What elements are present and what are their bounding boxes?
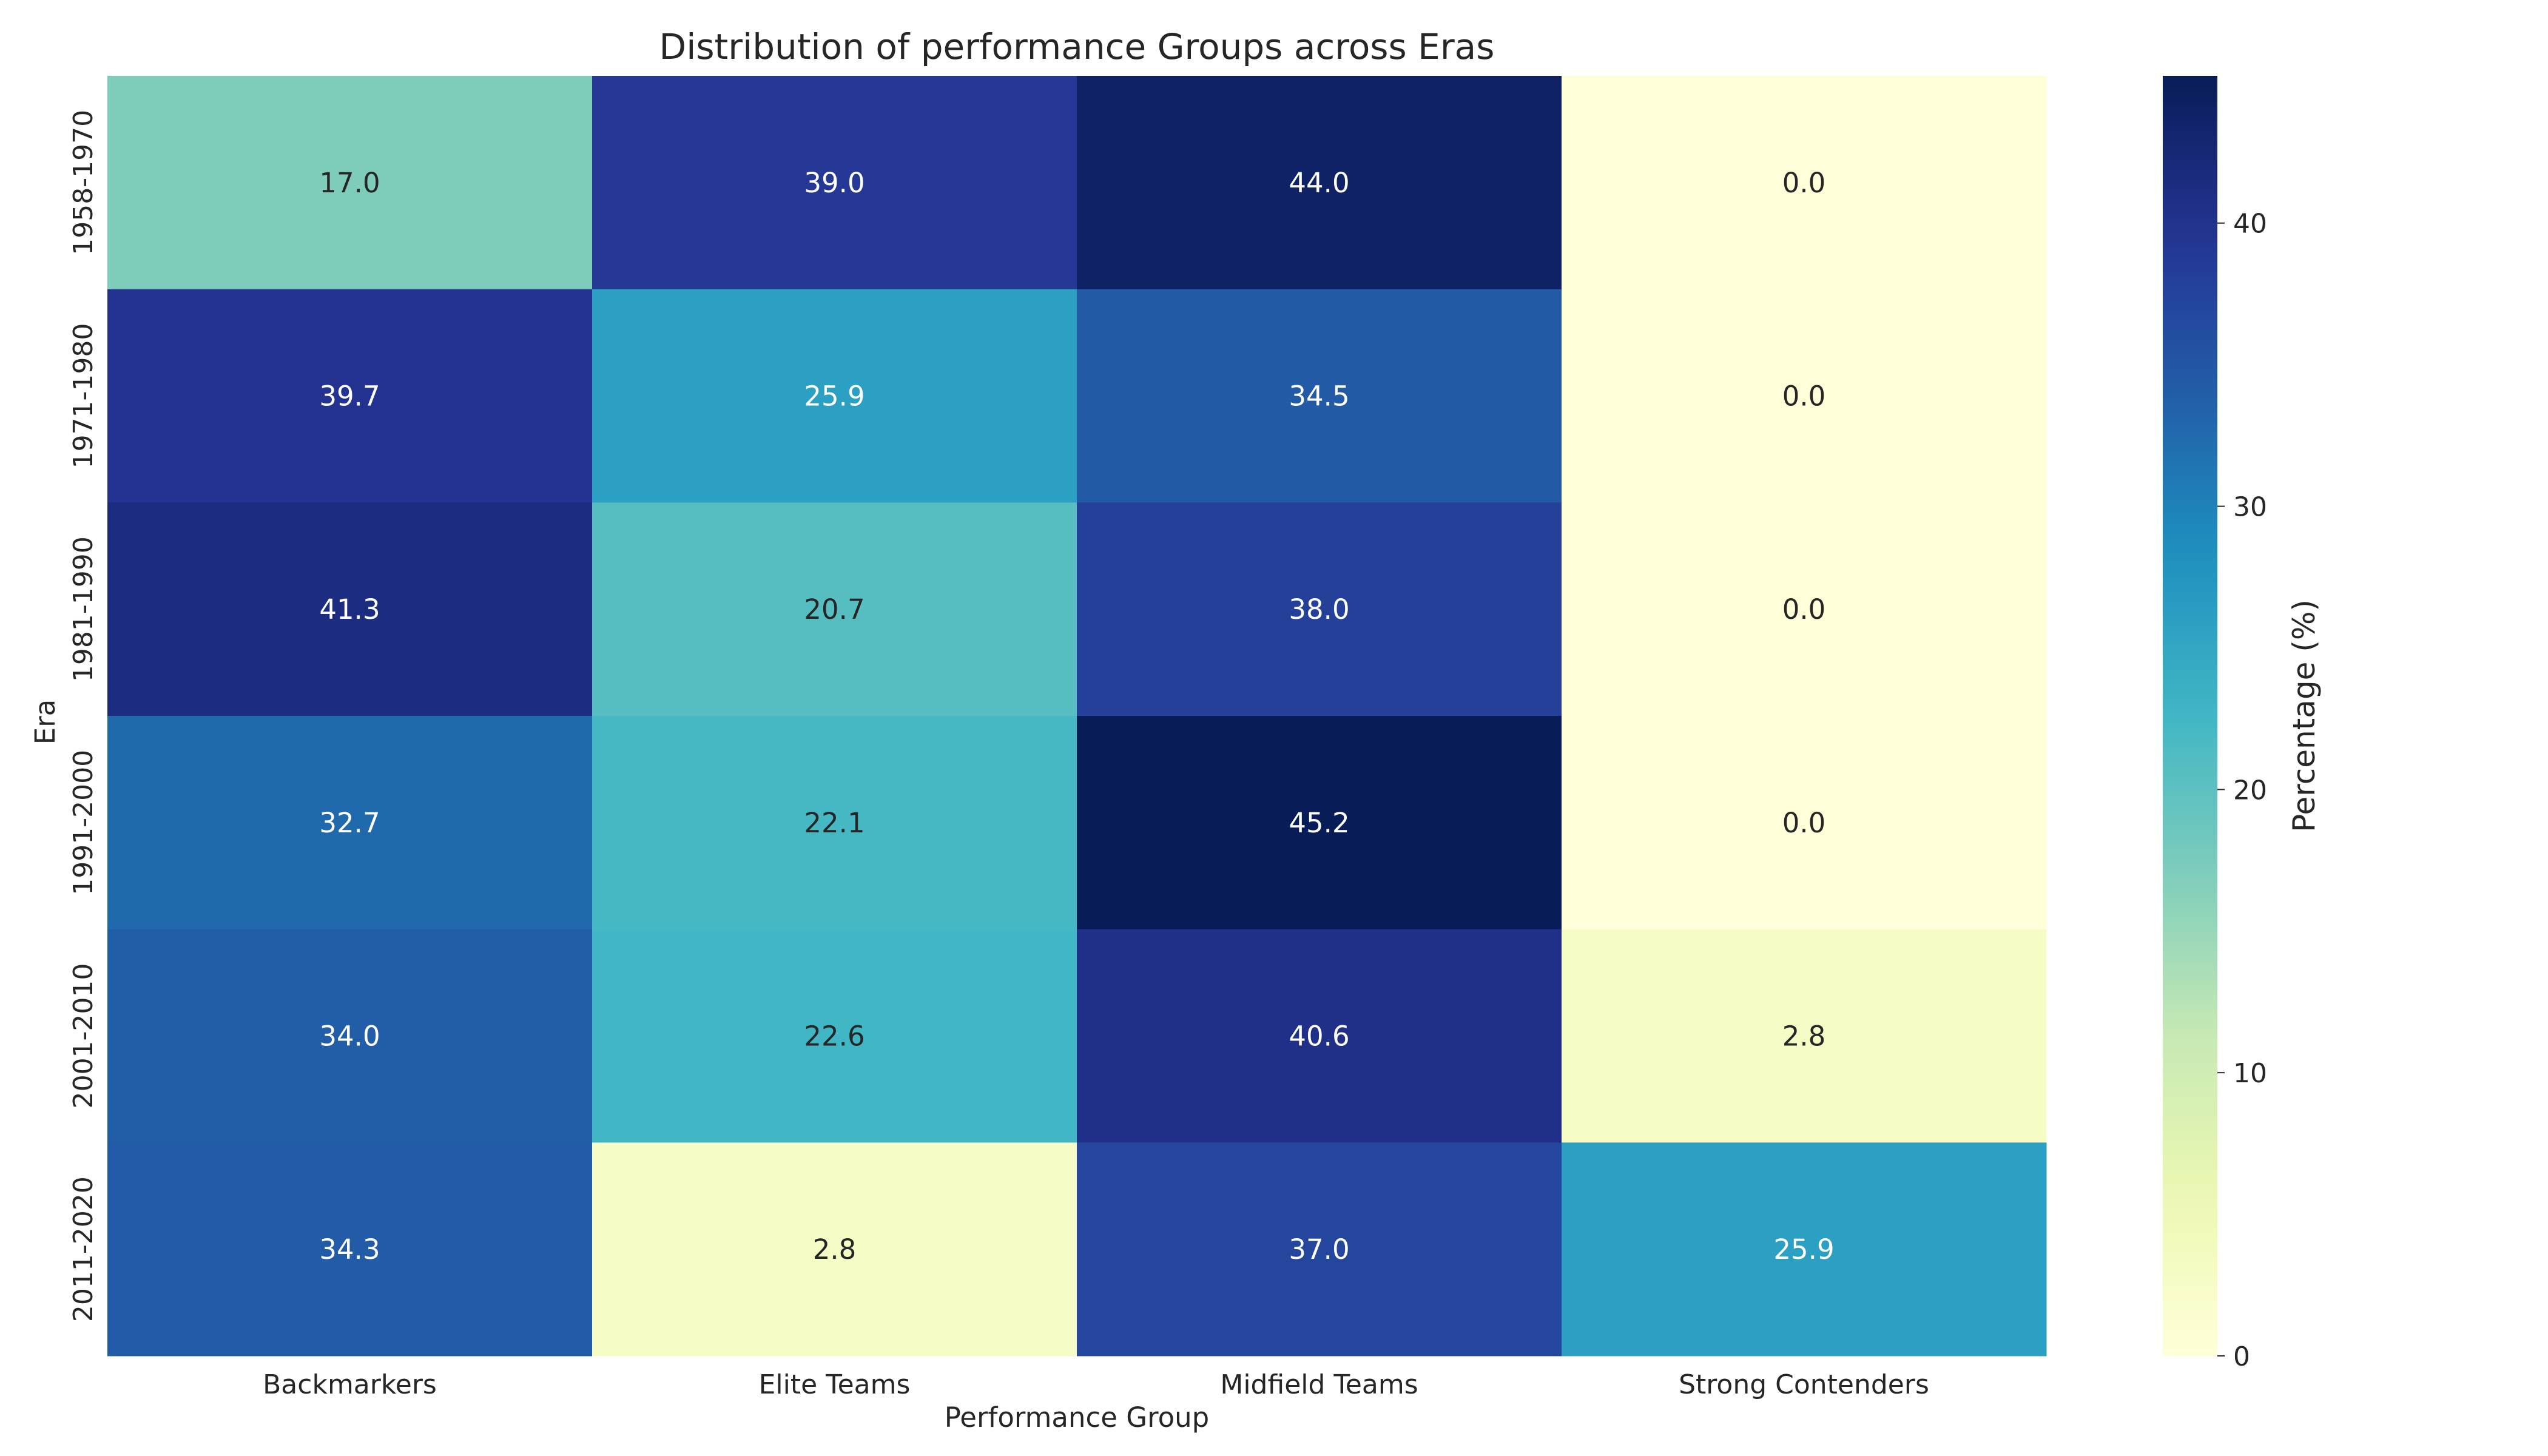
cell-value-label: 39.7 xyxy=(319,380,380,413)
y-tick-label: 1971-1980 xyxy=(68,323,99,469)
cell-value-label: 41.3 xyxy=(319,593,380,625)
heatmap-cell xyxy=(592,502,1077,716)
x-axis-label: Performance Group xyxy=(945,1401,1209,1434)
heatmap-cell xyxy=(107,929,593,1143)
x-tick-label: Elite Teams xyxy=(759,1369,911,1400)
y-axis-label: Era xyxy=(29,699,61,745)
heatmap-cell xyxy=(1562,1142,2047,1357)
y-tick-labels: 1958-1970 1971-1980 1981-1990 1991-2000 2001… xyxy=(68,110,99,1322)
cell-value-label: 39.0 xyxy=(804,167,864,199)
cell-value-label: 40.6 xyxy=(1289,1020,1349,1053)
cell-value-label: 0.0 xyxy=(1782,380,1826,413)
colorbar-tick-label: 10 xyxy=(2233,1058,2267,1089)
colorbar-tick-label: 40 xyxy=(2233,209,2267,240)
heatmap-cell xyxy=(1562,502,2047,716)
heatmap-cell xyxy=(107,716,593,930)
cell-value-label: 45.2 xyxy=(1289,807,1349,839)
heatmap-cell xyxy=(107,76,593,290)
heatmap-cell xyxy=(107,289,593,503)
cell-value-label: 2.8 xyxy=(1782,1020,1826,1053)
cell-value-label: 2.8 xyxy=(813,1233,857,1266)
colorbar-label: Percentage (%) xyxy=(2287,599,2322,832)
cell-value-label: 25.9 xyxy=(1773,1233,1834,1266)
heatmap-cell xyxy=(592,716,1077,930)
chart-title: Distribution of performance Groups acros… xyxy=(659,26,1495,67)
heatmap-cell xyxy=(592,76,1077,290)
cell-value-label: 22.6 xyxy=(804,1020,864,1053)
x-tick-label: Strong Contenders xyxy=(1679,1369,1929,1400)
heatmap-cell xyxy=(107,1142,593,1357)
heatmap-cell xyxy=(592,1142,1077,1357)
cell-value-label: 0.0 xyxy=(1782,167,1826,199)
cell-value-label: 34.0 xyxy=(319,1020,380,1053)
cell-value-label: 25.9 xyxy=(804,380,864,413)
cell-value-label: 44.0 xyxy=(1289,167,1349,199)
cell-value-label: 17.0 xyxy=(319,167,380,199)
x-tick-label: Midfield Teams xyxy=(1220,1369,1418,1400)
colorbar xyxy=(2163,76,2217,1356)
colorbar-tick-label: 20 xyxy=(2233,775,2267,806)
colorbar-tick-label: 0 xyxy=(2233,1341,2250,1372)
cell-value-label: 37.0 xyxy=(1289,1233,1349,1266)
heatmap-cell xyxy=(592,289,1077,503)
heatmap-cell xyxy=(107,502,593,716)
heatmap-cell xyxy=(1077,1142,1562,1357)
y-tick-label: 2001-2010 xyxy=(68,963,99,1109)
cell-value-label: 20.7 xyxy=(804,593,864,625)
heatmap-cell xyxy=(1077,289,1562,503)
heatmap-cell xyxy=(1077,929,1562,1143)
heatmap-cell xyxy=(1077,716,1562,930)
cell-value-label: 32.7 xyxy=(319,807,380,839)
heatmap-cell xyxy=(1077,76,1562,290)
y-tick-label: 1958-1970 xyxy=(68,110,99,255)
heatmap-cell xyxy=(1562,76,2047,290)
cell-value-label: 0.0 xyxy=(1782,807,1826,839)
y-tick-label: 2011-2020 xyxy=(68,1176,99,1322)
heatmap-cell xyxy=(1077,502,1562,716)
colorbar-ticks: 0 10 20 30 40 xyxy=(2217,209,2267,1372)
heatmap-cell xyxy=(1562,716,2047,930)
heatmap-cell xyxy=(1562,929,2047,1143)
x-tick-labels: Backmarkers Elite Teams Midfield Teams Stro… xyxy=(263,1369,1929,1400)
heatmap-cell xyxy=(592,929,1077,1143)
y-tick-label: 1981-1990 xyxy=(68,536,99,682)
colorbar-tick-label: 30 xyxy=(2233,492,2267,523)
y-tick-label: 1991-2000 xyxy=(68,750,99,895)
heatmap-cells: 17.0 39.0 44.0 0.0 39.7 25.9 34.5 0.0 41.3 20.7 38… xyxy=(107,76,2047,1357)
cell-value-label: 22.1 xyxy=(804,807,864,839)
heatmap-cell xyxy=(1562,289,2047,503)
cell-value-label: 38.0 xyxy=(1289,593,1349,625)
x-tick-label: Backmarkers xyxy=(263,1369,437,1400)
cell-value-label: 34.3 xyxy=(319,1233,380,1266)
cell-value-label: 0.0 xyxy=(1782,593,1826,625)
cell-value-label: 34.5 xyxy=(1289,380,1349,413)
